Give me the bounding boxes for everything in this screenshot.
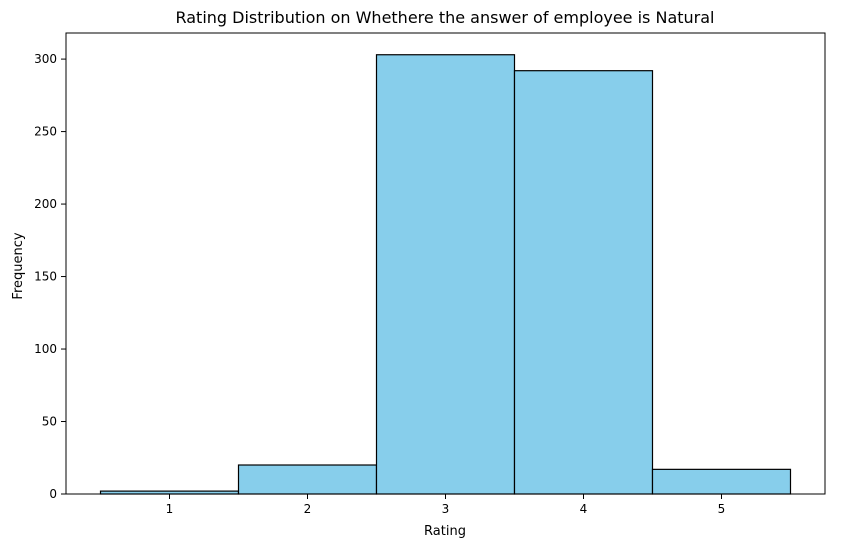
bars-group (99, 54, 792, 495)
histogram-bar-3 (375, 54, 516, 495)
x-tick-label: 4 (580, 502, 588, 516)
y-tick-label: 100 (34, 342, 57, 356)
plot-frame (65, 32, 826, 495)
y-tick-label: 300 (34, 52, 57, 66)
y-tick-label: 150 (34, 270, 57, 284)
histogram-bar-2 (237, 464, 378, 495)
x-axis-label: Rating (424, 524, 466, 539)
chart-title: Rating Distribution on Whethere the answ… (175, 8, 714, 27)
y-tick-label: 250 (34, 125, 57, 139)
y-tick-label: 0 (49, 487, 57, 501)
x-tick-label: 3 (442, 502, 450, 516)
y-axis-ticks: 0 50 100 150 200 250 300 (34, 52, 66, 501)
x-tick-label: 5 (718, 502, 726, 516)
histogram-bar-4 (513, 70, 654, 495)
y-tick-label: 200 (34, 197, 57, 211)
x-axis-ticks: 1 2 3 4 5 (166, 494, 726, 516)
y-axis-label: Frequency (11, 232, 26, 299)
histogram-bar-5 (651, 468, 792, 495)
y-tick-label: 50 (42, 415, 57, 429)
x-tick-label: 1 (166, 502, 174, 516)
x-tick-label: 2 (304, 502, 312, 516)
